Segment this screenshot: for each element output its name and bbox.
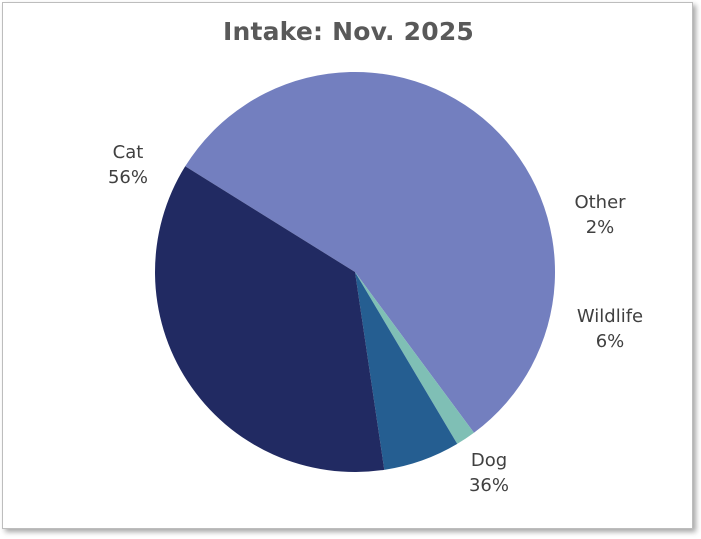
data-label-name: Dog xyxy=(471,450,507,471)
pie-slice-cat xyxy=(185,71,556,433)
data-label-wildlife: Wildlife 6% xyxy=(577,306,643,352)
data-label-cat: Cat 56% xyxy=(108,142,148,188)
data-label-name: Cat xyxy=(113,142,144,163)
data-label-name: Other xyxy=(574,192,626,213)
data-label-percent: 56% xyxy=(108,167,148,188)
data-label-percent: 36% xyxy=(469,475,509,496)
pie-slice-other xyxy=(355,272,474,444)
data-label-dog: Dog 36% xyxy=(469,450,509,496)
pie-slice-wildlife xyxy=(355,272,458,470)
data-label-other: Other 2% xyxy=(574,192,626,238)
chart-title: Intake: Nov. 2025 xyxy=(222,17,475,46)
pie-slice-dog xyxy=(155,166,385,472)
data-label-percent: 6% xyxy=(596,331,625,352)
data-label-name: Wildlife xyxy=(577,306,643,327)
data-label-percent: 2% xyxy=(586,217,615,238)
